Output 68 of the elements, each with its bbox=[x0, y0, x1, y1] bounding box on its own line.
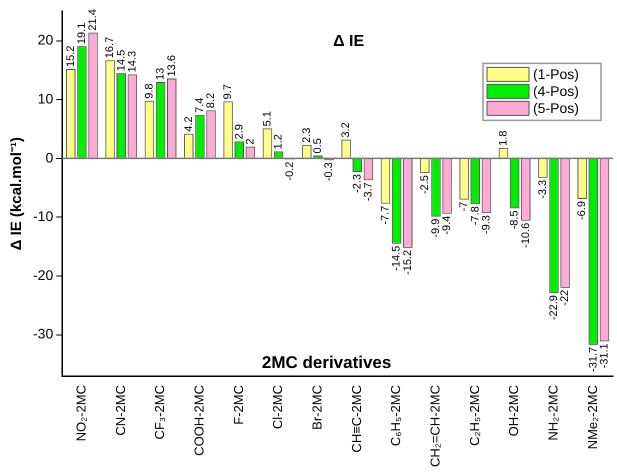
data-label: 8.2 bbox=[205, 92, 218, 108]
data-label: -7.7 bbox=[380, 206, 392, 225]
data-label: 9.7 bbox=[222, 84, 234, 100]
data-label: 3.2 bbox=[340, 122, 352, 138]
data-label: -2.5 bbox=[418, 175, 431, 194]
x-tick-label: C₆H₅-2MC bbox=[388, 385, 404, 446]
x-tick-label: NMe₂-2MC bbox=[584, 385, 600, 450]
legend-label: (4-Pos) bbox=[533, 82, 579, 99]
data-label: 2 bbox=[244, 138, 256, 145]
data-label: -0.3 bbox=[323, 162, 336, 182]
y-tick-label: 0 bbox=[45, 149, 54, 166]
x-tick-label: OH-2MC bbox=[506, 385, 522, 436]
data-label: 4.2 bbox=[182, 116, 195, 132]
data-label: -22.9 bbox=[548, 295, 560, 320]
data-label: 5.1 bbox=[261, 111, 274, 126]
x-tick-label: CH₂=CH-2MC bbox=[428, 385, 443, 467]
y-tick-label: -10 bbox=[33, 208, 54, 224]
y-tick-label: 10 bbox=[38, 90, 54, 106]
x-tick-label: CN-2MC bbox=[112, 385, 128, 436]
data-label: -3.7 bbox=[362, 182, 374, 202]
data-label: 21.4 bbox=[87, 9, 100, 31]
data-label: 15.2 bbox=[64, 46, 77, 68]
data-label: -2.3 bbox=[351, 174, 364, 193]
data-label: -31.7 bbox=[587, 346, 600, 372]
data-label: -0.2 bbox=[284, 162, 296, 181]
x-tick-label: Cl-2MC bbox=[270, 385, 286, 430]
data-label: 13.6 bbox=[166, 55, 178, 76]
x-tick-label: C₂H₅-2MC bbox=[466, 385, 482, 446]
data-label: 2.3 bbox=[300, 128, 313, 143]
x-tick-label: COOH-2MC bbox=[192, 385, 207, 456]
data-label: 19.1 bbox=[76, 22, 88, 44]
x-tick-label: CH≡C-2MC bbox=[348, 385, 364, 453]
data-label: 1.8 bbox=[498, 130, 510, 146]
data-label: -15.2 bbox=[402, 250, 414, 275]
y-tick-label: 20 bbox=[38, 32, 54, 48]
data-label: 1.2 bbox=[272, 134, 285, 150]
text: Δ IE bbox=[333, 32, 364, 50]
data-label: 9.8 bbox=[143, 83, 156, 99]
x-tick-label: NO₂-2MC bbox=[73, 385, 88, 442]
data-label: -9.3 bbox=[480, 215, 492, 234]
y-tick-label: -20 bbox=[33, 266, 54, 283]
data-label: -10.6 bbox=[520, 222, 532, 248]
data-label: -22 bbox=[559, 290, 572, 306]
data-label: 14.3 bbox=[126, 50, 138, 72]
data-label: 7.4 bbox=[194, 98, 206, 113]
data-label: 13 bbox=[154, 68, 167, 80]
data-label: 16.7 bbox=[104, 36, 116, 58]
data-label: 14.5 bbox=[115, 50, 128, 72]
x-tick-label: NH₂-2MC bbox=[546, 385, 561, 441]
data-label: 0.5 bbox=[312, 138, 324, 154]
x-tick-label: F-2MC bbox=[230, 385, 246, 425]
data-label: -9.9 bbox=[430, 218, 442, 238]
data-label: -7 bbox=[458, 202, 470, 212]
data-label: -7.8 bbox=[469, 206, 482, 226]
data-label: -8.5 bbox=[508, 210, 521, 230]
y-axis-title: Δ IE (kcal.mol⁻¹) bbox=[8, 137, 26, 250]
data-label: -14.5 bbox=[390, 246, 403, 271]
data-label: -9.4 bbox=[441, 216, 454, 235]
annotation: 2MC derivatives bbox=[262, 353, 392, 372]
data-label: -6.9 bbox=[576, 201, 588, 220]
data-label: -3.3 bbox=[536, 180, 549, 199]
legend-label: (5-Pos) bbox=[533, 100, 579, 116]
data-label: -31.1 bbox=[598, 343, 611, 368]
x-tick-label: Br-2MC bbox=[310, 385, 325, 430]
x-tick-label: CF₃-2MC bbox=[152, 385, 168, 440]
legend-label: (1-Pos) bbox=[533, 66, 579, 82]
y-tick-label: -30 bbox=[33, 326, 54, 342]
data-label: 2.9 bbox=[233, 124, 246, 140]
